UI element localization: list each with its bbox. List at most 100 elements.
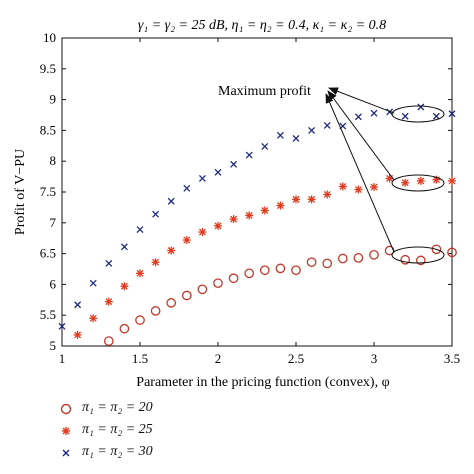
data-point-circle — [447, 247, 457, 258]
y-axis-ticks: 5 5.5 6 6.5 7 7.5 8 8.5 9 9.5 10 — [40, 30, 452, 353]
data-point-asterisk — [245, 211, 254, 220]
annotation-ellipse-bottom — [391, 246, 445, 264]
chart-title: γ₁ = γ₂ = 25 dB, η₁ = η₂ = 0.4, κ₁ = κ₂ … — [138, 18, 386, 33]
data-point-cross — [245, 151, 253, 159]
data-marks — [58, 103, 457, 346]
data-point-circle — [213, 278, 223, 289]
legend: π₁ = π₂ = 20 π₁ = π₂ = 25 π₁ = π₂ = 30 — [54, 398, 254, 464]
data-point-asterisk — [214, 221, 222, 230]
data-point-asterisk — [323, 190, 332, 199]
x-tick-label: 3.5 — [444, 351, 460, 366]
legend-marker-asterisk — [62, 427, 70, 435]
x-tick-label: 1.5 — [132, 351, 148, 366]
data-point-cross — [167, 197, 175, 205]
data-point-asterisk — [151, 258, 160, 267]
data-point-asterisk — [182, 236, 191, 245]
y-tick-label: 7.5 — [40, 184, 56, 199]
data-point-cross — [105, 259, 113, 267]
data-point-asterisk — [448, 176, 456, 185]
data-point-asterisk — [401, 178, 410, 187]
x-tick-label: 3 — [371, 351, 378, 366]
data-point-circle — [415, 255, 426, 266]
data-point-asterisk — [136, 269, 144, 278]
data-point-cross — [448, 110, 456, 118]
data-point-asterisk — [167, 246, 176, 255]
data-point-asterisk — [73, 330, 82, 339]
data-point-cross — [74, 301, 82, 309]
data-point-cross — [89, 279, 97, 287]
y-tick-label: 6.5 — [40, 246, 56, 261]
data-point-asterisk — [260, 206, 269, 215]
data-point-cross — [261, 142, 269, 150]
data-point-circle — [181, 290, 192, 301]
legend-marker-cross — [62, 449, 70, 457]
legend-item-3: π₁ = π₂ = 30 — [54, 442, 254, 464]
x-axis-ticks: 1 1.5 2 2.5 3 3.5 — [59, 38, 460, 366]
x-tick-label: 2.5 — [288, 351, 304, 366]
data-point-circle — [244, 268, 255, 279]
data-point-cross — [152, 210, 160, 218]
data-point-cross — [214, 168, 222, 176]
data-point-cross — [230, 160, 238, 168]
y-tick-label: 10 — [43, 30, 56, 45]
data-point-cross — [417, 103, 425, 111]
annotation-arrow-bottom — [325, 93, 395, 253]
annotation-ellipse-top — [391, 105, 445, 123]
legend-marker-circle — [60, 403, 72, 415]
data-point-asterisk — [198, 228, 207, 237]
data-point-circle — [353, 253, 364, 263]
y-tick-label: 9.5 — [40, 61, 56, 76]
data-point-cross — [292, 134, 300, 142]
data-point-asterisk — [338, 182, 347, 191]
data-point-circle — [166, 298, 177, 308]
data-point-asterisk — [307, 195, 316, 204]
data-point-circle — [291, 265, 301, 276]
data-point-circle — [150, 306, 161, 316]
data-point-circle — [197, 284, 208, 295]
data-point-cross — [323, 122, 331, 129]
data-point-circle — [228, 273, 239, 284]
annotation-arrow-top — [328, 87, 395, 114]
y-tick-label: 9 — [50, 92, 57, 107]
data-point-asterisk — [292, 195, 300, 204]
data-point-circle — [431, 244, 442, 255]
x-tick-label: 2 — [215, 351, 222, 366]
max-profit-annotation: Maximum profit — [218, 84, 445, 264]
y-tick-label: 5 — [50, 338, 57, 353]
data-point-cross — [308, 126, 316, 134]
y-axis-label: Profit of V−PU — [13, 149, 28, 235]
annotation-label: Maximum profit — [218, 84, 311, 99]
annotation-arrow-mid — [327, 90, 395, 181]
data-point-cross — [432, 112, 440, 120]
data-point-circle — [119, 323, 130, 334]
legend-label-1: π₁ = π₂ = 20 — [82, 400, 153, 415]
data-point-circle — [306, 257, 317, 268]
data-point-cross — [276, 131, 284, 139]
data-point-cross — [120, 243, 128, 251]
data-point-circle — [369, 249, 379, 260]
y-tick-label: 8.5 — [40, 122, 56, 137]
legend-item-2: π₁ = π₂ = 25 — [54, 420, 254, 442]
data-point-asterisk — [354, 185, 363, 194]
data-point-cross — [401, 112, 409, 120]
legend-label-3: π₁ = π₂ = 30 — [82, 444, 153, 459]
y-tick-label: 8 — [50, 153, 57, 168]
y-tick-label: 5.5 — [40, 307, 56, 322]
data-point-cross — [354, 113, 362, 121]
data-point-cross — [370, 109, 378, 117]
data-point-cross — [58, 322, 66, 330]
data-point-asterisk — [120, 282, 129, 291]
data-point-circle — [135, 315, 145, 325]
data-point-cross — [183, 184, 191, 192]
data-point-circle — [322, 258, 333, 269]
annotation-ellipse-mid — [391, 174, 445, 192]
data-point-asterisk — [370, 183, 378, 192]
y-tick-label: 6 — [50, 276, 57, 291]
data-point-asterisk — [104, 297, 113, 306]
data-point-circle — [259, 265, 270, 276]
data-point-circle — [275, 263, 286, 274]
data-point-asterisk — [276, 201, 285, 210]
data-point-asterisk — [229, 215, 238, 224]
data-point-circle — [337, 253, 348, 264]
y-tick-label: 7 — [50, 215, 57, 230]
